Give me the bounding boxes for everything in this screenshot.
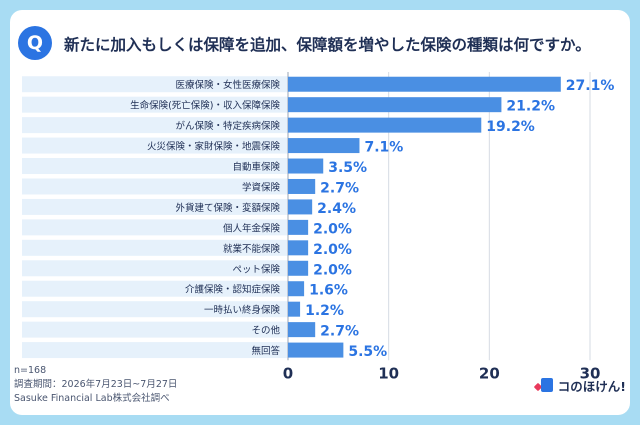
bar: [288, 281, 305, 297]
bar: [288, 76, 561, 92]
value-label: 2.7%: [320, 180, 359, 196]
bar: [288, 342, 344, 358]
sample-size: n=168: [14, 365, 47, 376]
row-band: [22, 117, 288, 134]
bar: [288, 199, 313, 215]
value-label: 1.2%: [305, 303, 344, 319]
category-label: 生命保険(死亡保険)・収入保障保険: [130, 100, 280, 112]
row-band: [22, 342, 288, 359]
row-band: [22, 260, 288, 277]
category-label: 学資保険: [242, 181, 281, 193]
row-band: [22, 280, 288, 297]
value-label: 2.0%: [313, 242, 352, 258]
bar: [288, 97, 502, 113]
value-label: 21.2%: [506, 99, 555, 115]
x-tick-label: 10: [378, 364, 399, 382]
bar: [288, 301, 301, 317]
brand-logo: コのほけん!: [533, 376, 626, 394]
bar: [288, 219, 309, 235]
x-tick-label: 20: [479, 364, 500, 382]
row-band: [22, 198, 288, 215]
bar: [288, 138, 360, 154]
bar: [288, 178, 316, 194]
category-label: 就業不能保険: [223, 243, 281, 255]
category-label: その他: [251, 325, 280, 337]
row-band: [22, 137, 288, 154]
value-label: 7.1%: [364, 140, 403, 156]
value-label: 2.4%: [317, 201, 356, 217]
value-label: 5.5%: [348, 344, 387, 360]
category-label: 医療保険・女性医療保険: [175, 79, 280, 91]
row-band: [22, 301, 288, 318]
page-title: 新たに加入もしくは保障を追加、保障額を増やした保険の種類は何ですか。: [64, 36, 591, 54]
value-label: 2.0%: [313, 221, 352, 237]
source-note: Sasuke Financial Lab株式会社調べ: [14, 393, 170, 404]
category-label: 自動車保険: [232, 161, 280, 173]
category-label: 火災保険・家財保険・地震保険: [147, 141, 281, 153]
x-tick-label: 30: [580, 364, 601, 382]
x-tick-label: 0: [283, 364, 293, 382]
bar: [288, 240, 309, 256]
brand-logo-icon: [533, 377, 553, 393]
category-label: 外貨建て保険・変額保険: [175, 202, 280, 214]
question-badge: Q: [18, 26, 52, 60]
category-label: 個人年金保険: [223, 222, 281, 234]
bar: [288, 322, 316, 338]
bar: [288, 117, 482, 133]
category-label: 介護保険・認知症保険: [185, 284, 281, 296]
row-band: [22, 239, 288, 256]
value-label: 27.1%: [566, 78, 615, 94]
value-label: 3.5%: [328, 160, 367, 176]
value-label: 1.6%: [309, 283, 348, 299]
survey-period: 調査期間：2026年7月23日~7月27日: [14, 379, 178, 390]
row-band: [22, 96, 288, 113]
category-label: 無回答: [251, 345, 280, 357]
row-band: [22, 76, 288, 93]
brand-name: コのほけん!: [557, 378, 626, 394]
value-label: 2.0%: [313, 262, 352, 278]
row-band: [22, 219, 288, 236]
bar: [288, 158, 324, 174]
value-label: 19.2%: [486, 119, 535, 135]
row-band: [22, 178, 288, 195]
category-label: ペット保険: [232, 263, 280, 275]
category-label: 一時払い終身保険: [204, 304, 281, 316]
category-label: がん保険・特定疾病保険: [175, 120, 280, 132]
row-band: [22, 158, 288, 175]
bar: [288, 260, 309, 276]
row-band: [22, 321, 288, 338]
value-label: 2.7%: [320, 324, 359, 340]
